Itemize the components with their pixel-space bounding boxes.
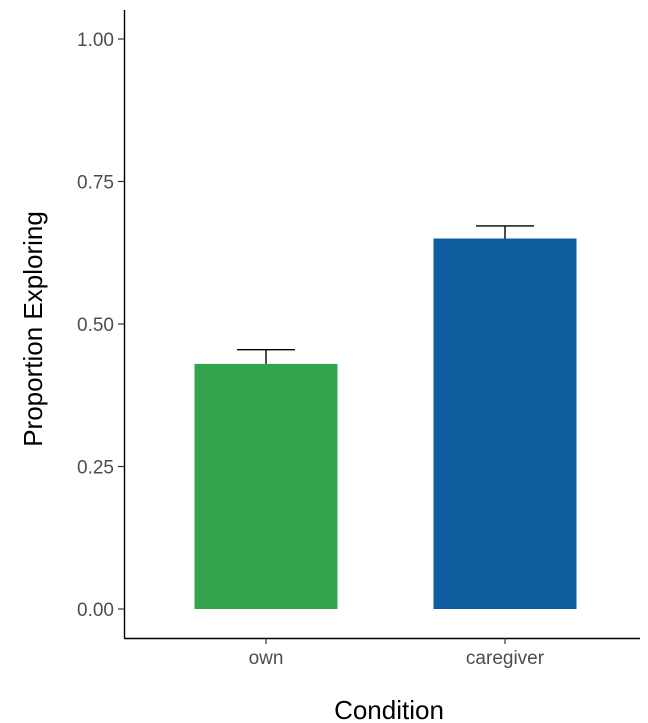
y-tick-label-0.75: 0.75 xyxy=(77,173,114,194)
bar-own xyxy=(194,363,338,609)
x-tick-label-caregiver: caregiver xyxy=(466,648,545,669)
y-tick-label-0.50: 0.50 xyxy=(77,315,114,336)
x-ticks-layer: own caregiver xyxy=(249,638,545,669)
x-axis-title: Condition xyxy=(334,695,444,723)
y-tick-label-1.00: 1.00 xyxy=(77,30,114,51)
bars-layer xyxy=(194,238,577,609)
y-ticks-layer: 0.00 0.25 0.50 0.75 1.00 xyxy=(77,30,124,621)
y-tick-label-0.00: 0.00 xyxy=(77,600,114,621)
error-bar-own xyxy=(237,348,295,364)
error-bar-caregiver xyxy=(476,225,534,239)
y-tick-label-0.25: 0.25 xyxy=(77,458,114,479)
x-tick-label-own: own xyxy=(249,648,284,669)
y-axis-title: Proportion Exploring xyxy=(18,211,48,447)
bar-caregiver xyxy=(433,238,577,609)
error-bars-layer xyxy=(237,225,534,364)
